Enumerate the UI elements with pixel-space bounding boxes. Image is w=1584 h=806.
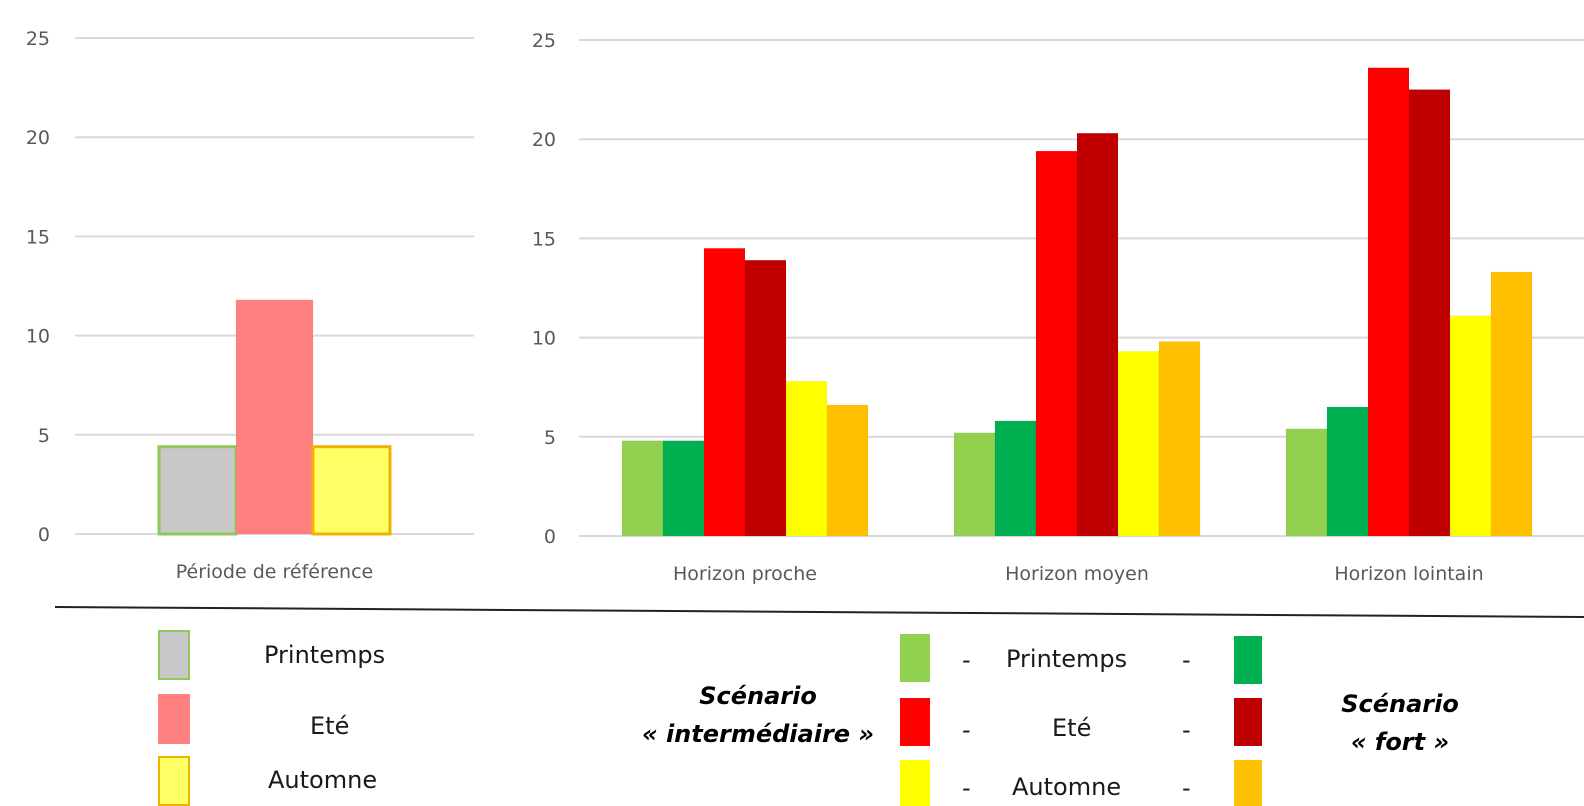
legend-label-scen-printemps: Printemps: [1006, 645, 1128, 673]
bar-horizon-lointain-5: [1490, 271, 1533, 537]
y-tick-label: 10: [532, 328, 556, 350]
scenario-intermediate-line1: Scénario: [699, 682, 817, 710]
bar-horizon-moyen-1: [994, 420, 1037, 537]
scenario-intermediate-line2: « intermédiaire »: [641, 720, 875, 748]
legend-label-ref-automne: Automne: [268, 766, 378, 794]
bar-horizon-moyen-5: [1158, 341, 1201, 537]
bar-horizon-lointain-3: [1408, 89, 1451, 537]
y-tick-label: 20: [26, 127, 50, 149]
bar-p-riode-de-r-f-rence-2: [311, 445, 392, 536]
bar-horizon-moyen-3: [1076, 132, 1119, 537]
y-tick-label: 25: [26, 28, 50, 50]
bar-horizon-lointain-4: [1449, 315, 1492, 537]
legend-label-scen-ete: Eté: [1052, 714, 1092, 742]
legend-swatch-fort-printemps: [1234, 636, 1262, 684]
scenario-intermediate-title: Scénario « intermédiaire »: [630, 682, 886, 748]
bar-horizon-proche-2: [703, 248, 746, 537]
bar-horizon-lointain-1: [1326, 406, 1369, 537]
bar-p-riode-de-r-f-rence-0: [157, 445, 238, 536]
bar-horizon-proche-0: [621, 440, 664, 537]
legend-label-scen-automne: Automne: [1012, 773, 1122, 801]
y-tick-label: 0: [38, 524, 50, 546]
legend-swatch-fort-automne: [1234, 760, 1262, 806]
bar-horizon-moyen-2: [1035, 150, 1078, 537]
bar-p-riode-de-r-f-rence-1: [235, 299, 314, 535]
y-tick-label: 15: [26, 226, 50, 248]
bar-horizon-proche-3: [744, 259, 787, 537]
scenario-fort-line2: « fort »: [1350, 728, 1450, 756]
y-tick-label: 0: [544, 526, 556, 548]
legend-label-ref-printemps: Printemps: [264, 641, 386, 669]
legend-dash: -: [962, 716, 971, 744]
legend-swatch-inter-automne: [900, 760, 930, 806]
x-category-label: Horizon lointain: [1334, 563, 1483, 585]
legend-swatch-inter-printemps: [900, 634, 930, 682]
legend-swatch-fort-ete: [1234, 698, 1262, 746]
x-category-label: Période de référence: [176, 561, 374, 583]
reference-period-chart: 0 5 10 15 20 25 Période de référence: [26, 28, 474, 583]
scenario-fort-title: Scénario « fort »: [1320, 690, 1480, 756]
bar-horizon-lointain-2: [1367, 67, 1410, 537]
legend-dash: -: [1182, 646, 1191, 674]
legend-swatch-ref-ete: [158, 694, 190, 744]
bar-horizon-proche-5: [826, 404, 869, 537]
legend-dash: -: [962, 774, 971, 802]
y-tick-label: 25: [532, 30, 556, 52]
y-tick-label: 5: [544, 427, 556, 449]
y-tick-label: 15: [532, 228, 556, 250]
legend-swatch-ref-automne: [158, 756, 190, 806]
legend-label-ref-ete: Eté: [310, 712, 350, 740]
legend-dash: -: [962, 646, 971, 674]
y-tick-label: 10: [26, 326, 50, 348]
legend-swatch-ref-printemps: [158, 630, 190, 680]
x-category-label: Horizon proche: [673, 563, 817, 585]
legend-swatch-inter-ete: [900, 698, 930, 746]
separator-line: [54, 606, 1584, 618]
y-tick-label: 20: [532, 129, 556, 151]
legend-dash: -: [1182, 774, 1191, 802]
bar-horizon-proche-1: [662, 440, 705, 537]
bar-horizon-moyen-4: [1117, 351, 1160, 537]
legend-dash: -: [1182, 716, 1191, 744]
bar-horizon-lointain-0: [1285, 428, 1328, 537]
scenario-fort-line1: Scénario: [1341, 690, 1459, 718]
bar-horizon-proche-4: [785, 380, 828, 537]
x-category-label: Horizon moyen: [1005, 563, 1149, 585]
y-tick-label: 5: [38, 425, 50, 447]
bar-horizon-moyen-0: [953, 432, 996, 537]
projection-horizons-chart: 0 5 10 15 20 25 Horizon proche Horizon moyen Hor…: [532, 30, 1584, 585]
